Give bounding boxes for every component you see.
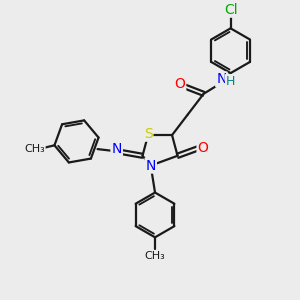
Text: CH₃: CH₃: [24, 144, 45, 154]
Text: O: O: [174, 77, 185, 91]
Text: CH₃: CH₃: [145, 251, 165, 261]
Text: Cl: Cl: [224, 3, 237, 17]
Text: S: S: [144, 127, 152, 141]
Text: N: N: [146, 159, 156, 172]
Text: H: H: [226, 75, 235, 88]
Text: O: O: [197, 141, 208, 155]
Text: N: N: [216, 72, 226, 86]
Text: N: N: [112, 142, 122, 156]
